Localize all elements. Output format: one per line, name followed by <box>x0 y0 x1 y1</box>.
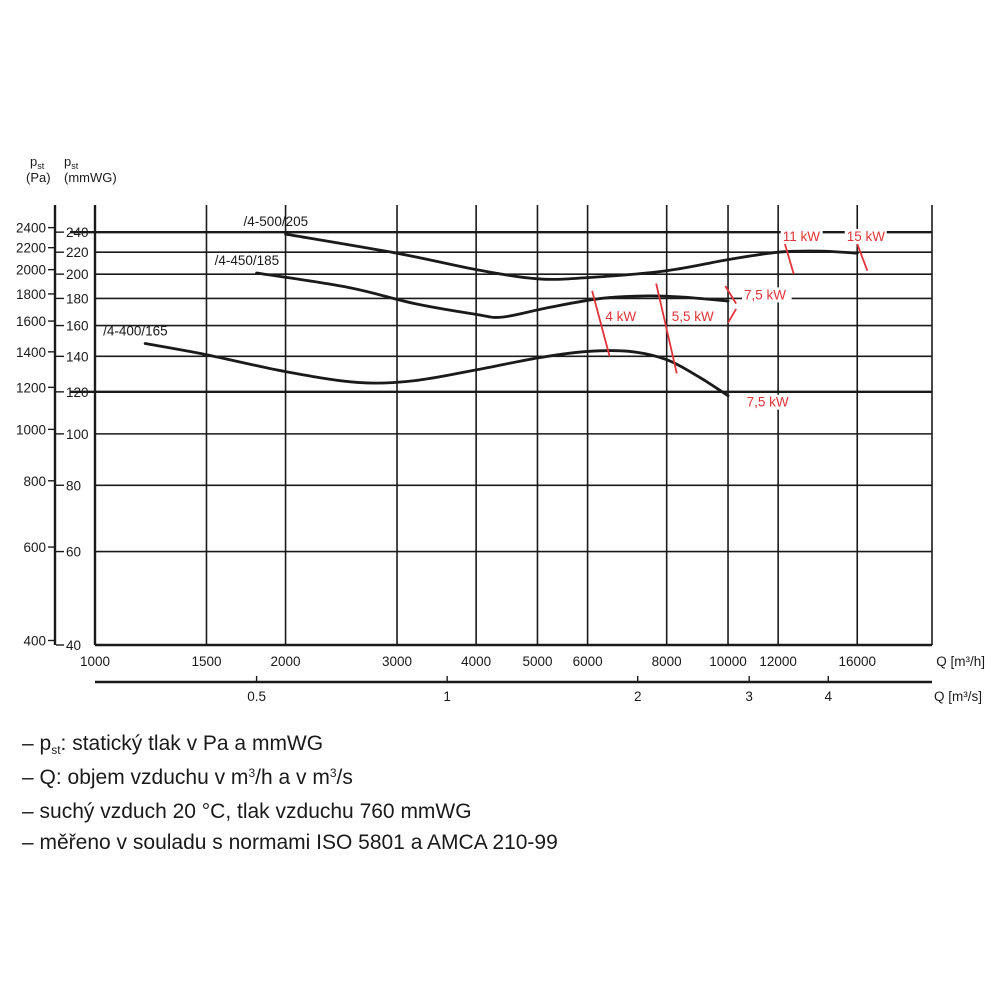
m3h-tick-1500: 1500 <box>191 654 221 669</box>
m3h-tick-6000: 6000 <box>573 654 603 669</box>
m3s-tick-1: 1 <box>443 689 451 704</box>
m3h-tick-3000: 3000 <box>382 654 412 669</box>
mmwg-tick-100: 100 <box>66 427 89 442</box>
m3h-tick-4000: 4000 <box>461 654 491 669</box>
power-label-0: 11 kW <box>783 229 821 244</box>
series-line-2 <box>143 342 730 398</box>
series-label-1: /4-450/185 <box>215 253 280 268</box>
series-line-1 <box>255 271 730 319</box>
mmwg-tick-220: 220 <box>66 245 89 260</box>
m3s-tick-4: 4 <box>825 689 833 704</box>
note-q: – Q: objem vzduchu v m3/h a v m3/s <box>22 766 353 789</box>
mmwg-tick-240: 240 <box>66 225 89 240</box>
pa-tick-1400: 1400 <box>16 345 46 360</box>
series-label-0: /4-500/205 <box>244 214 309 229</box>
power-tick-0 <box>784 243 795 275</box>
note-pst: – pst: statický tlak v Pa a mmWG <box>22 732 324 757</box>
m3h-tick-12000: 12000 <box>759 654 797 669</box>
series-label-2: /4-400/165 <box>103 324 168 339</box>
m3s-tick-3: 3 <box>745 689 753 704</box>
m3s-tick-2: 2 <box>634 689 642 704</box>
x-axis-m3s-label: Q [m³/s] <box>934 689 982 704</box>
pa-tick-600: 600 <box>23 540 46 555</box>
power-tick-3 <box>727 308 737 324</box>
m3h-tick-5000: 5000 <box>522 654 552 669</box>
pa-tick-2000: 2000 <box>16 263 46 278</box>
m3h-tick-16000: 16000 <box>838 654 876 669</box>
mmwg-tick-160: 160 <box>66 319 89 334</box>
m3h-tick-1000: 1000 <box>80 654 110 669</box>
pa-tick-1600: 1600 <box>16 314 46 329</box>
power-tick-2 <box>724 285 737 305</box>
x-axis-m3h-label: Q [m³/h] <box>936 654 985 669</box>
pa-tick-1800: 1800 <box>16 287 46 302</box>
power-label-1: 15 kW <box>847 229 886 244</box>
power-label-bg-1 <box>844 228 887 244</box>
y-axis-mmwg-label: pst <box>64 154 79 171</box>
m3h-tick-2000: 2000 <box>271 654 301 669</box>
note-air: – suchý vzduch 20 °C, tlak vzduchu 760 m… <box>22 800 472 823</box>
power-label-bg-0 <box>780 228 823 244</box>
mmwg-tick-40: 40 <box>66 638 81 653</box>
tick-labels: 2402202001801601401201008060402400220020… <box>16 221 985 704</box>
mmwg-tick-60: 60 <box>66 545 81 560</box>
power-label-bg-4 <box>669 308 720 324</box>
power-label-3: 4 kW <box>605 309 636 324</box>
pa-tick-2200: 2200 <box>16 241 46 256</box>
mmwg-tick-120: 120 <box>66 385 89 400</box>
mmwg-tick-200: 200 <box>66 267 89 282</box>
power-label-2: 7,5 kW <box>744 287 786 302</box>
power-label-4: 5,5 kW <box>672 309 714 324</box>
power-tick-4 <box>591 290 611 357</box>
mmwg-tick-80: 80 <box>66 478 81 493</box>
y-axis-mmwg-unit: (mmWG) <box>64 170 117 185</box>
power-label-bg-5 <box>744 394 795 410</box>
y-axis-pa-unit: (Pa) <box>26 170 51 185</box>
pa-tick-800: 800 <box>23 474 46 489</box>
pa-tick-2400: 2400 <box>16 221 46 236</box>
pa-tick-1200: 1200 <box>16 380 46 395</box>
power-label-bg-3 <box>603 308 638 324</box>
series-group: /4-500/205/4-450/185/4-400/165 <box>103 214 859 398</box>
power-label-bg-2 <box>742 287 792 303</box>
y-axis-pa-label: pst <box>30 154 45 171</box>
m3h-tick-10000: 10000 <box>709 654 747 669</box>
mmwg-tick-180: 180 <box>66 291 89 306</box>
fan-performance-chart: pst (Pa) pst (mmWG) 24022020018016014012… <box>16 154 985 704</box>
grid <box>70 205 932 646</box>
pa-tick-400: 400 <box>23 634 46 649</box>
series-line-0 <box>284 232 859 281</box>
mmwg-tick-140: 140 <box>66 349 89 364</box>
power-tick-5 <box>655 283 678 374</box>
pa-tick-1000: 1000 <box>16 422 46 437</box>
m3s-tick-0.5: 0.5 <box>247 689 266 704</box>
axes <box>53 205 933 684</box>
note-standards: – měřeno v souladu s normami ISO 5801 a … <box>22 831 558 854</box>
power-tick-1 <box>856 243 869 272</box>
power-markers: 11 kW 15 kW 7,5 kW 4 kW 5,5 kW 7,5 kW <box>591 228 887 410</box>
m3h-tick-8000: 8000 <box>652 654 682 669</box>
notes-list: – pst: statický tlak v Pa a mmWG – Q: ob… <box>22 728 558 858</box>
power-label-5: 7,5 kW <box>747 395 789 410</box>
